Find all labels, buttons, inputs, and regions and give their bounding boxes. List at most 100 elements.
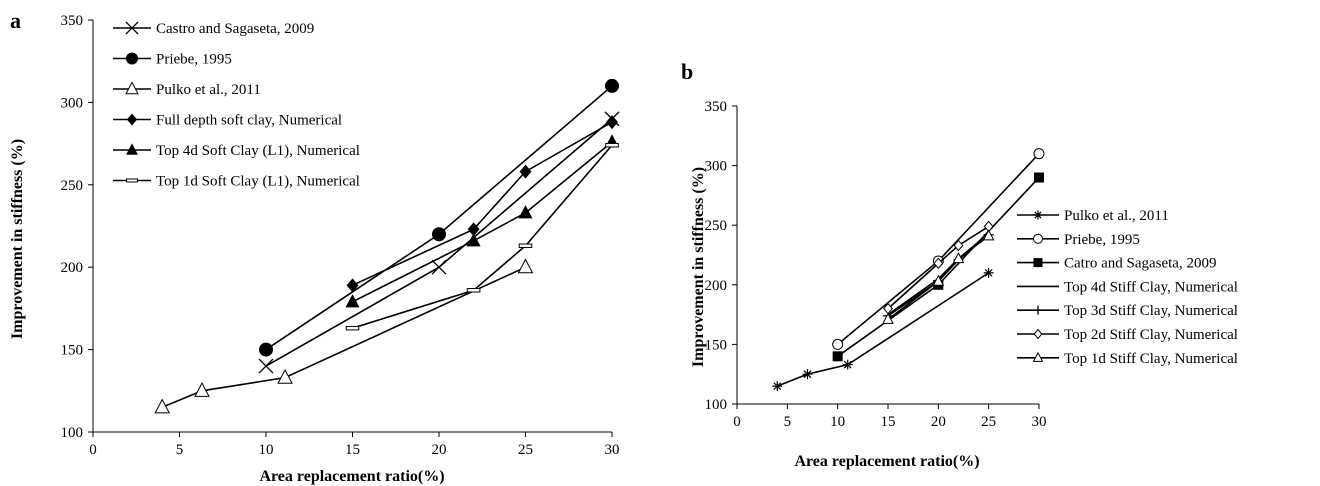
data-point xyxy=(605,142,619,148)
legend-label: Top 2d Stiff Clay, Numerical xyxy=(1064,327,1238,343)
data-point xyxy=(832,338,844,350)
x-tick-label: 30 xyxy=(1032,414,1047,430)
x-tick-label: 10 xyxy=(830,414,845,430)
legend-item-top-3d-stiff-clay-numerical: Top 3d Stiff Clay, Numerical xyxy=(1017,303,1238,319)
legend-swatch-marker xyxy=(126,143,138,155)
legend-label: Top 1d Stiff Clay, Numerical xyxy=(1064,351,1238,367)
data-point xyxy=(982,229,995,241)
data-point xyxy=(605,78,619,93)
data-point xyxy=(517,258,534,274)
panel-a-axes xyxy=(88,19,613,437)
y-tick-label: 350 xyxy=(705,99,728,115)
series-top-1d-stiff-clay-numerical xyxy=(882,229,995,324)
y-tick-label: 300 xyxy=(61,95,84,111)
data-point xyxy=(345,294,360,308)
panel-b-series xyxy=(772,148,1045,392)
legend-item-top-4d-soft-clay-l1-numerical: Top 4d Soft Clay (L1), Numerical xyxy=(113,143,360,159)
x-tick-label: 25 xyxy=(518,442,533,458)
panel-a-y-axis-title: Improvement in stiffness (%) xyxy=(9,139,26,339)
panel-b: b 0 5 10 15 20 25 30 100 150 200 250 300 350 Area re… xyxy=(681,59,1238,470)
y-tick-label: 150 xyxy=(705,337,728,353)
panel-b-axes xyxy=(732,105,1040,409)
data-point xyxy=(882,312,894,324)
legend-item-top-4d-stiff-clay-numerical: Top 4d Stiff Clay, Numerical xyxy=(1017,279,1238,295)
y-tick-label: 300 xyxy=(705,159,728,175)
series-line xyxy=(161,266,526,409)
legend-item-priebe-1995: Priebe, 1995 xyxy=(113,52,232,68)
legend-label: Priebe, 1995 xyxy=(156,52,232,68)
legend-swatch-marker xyxy=(1032,351,1044,362)
panel-a-letter: a xyxy=(10,8,21,33)
legend-swatch-marker xyxy=(125,21,139,35)
series-top-2d-stiff-clay-numerical xyxy=(883,220,994,315)
panel-b-legend: Pulko et al., 2011 Priebe, 1995 Catro and … xyxy=(1017,208,1238,367)
legend-item-priebe-1995: Priebe, 1995 xyxy=(1017,232,1140,248)
series-priebe-1995 xyxy=(259,78,619,357)
series-line xyxy=(887,232,990,316)
legend-swatch-marker xyxy=(126,178,138,183)
data-point xyxy=(467,222,480,237)
y-tick-label: 100 xyxy=(61,425,84,441)
data-point xyxy=(832,351,843,362)
y-tick-label: 100 xyxy=(705,397,728,413)
legend-item-catro-and-sagaseta-2009: Catro and Sagaseta, 2009 xyxy=(1017,256,1216,272)
legend-item-top-1d-stiff-clay-numerical: Top 1d Stiff Clay, Numerical xyxy=(1017,351,1238,367)
legend-label: Top 4d Soft Clay (L1), Numerical xyxy=(156,143,360,159)
series-top-4d-stiff-clay-numerical xyxy=(887,232,990,316)
x-tick-label: 20 xyxy=(931,414,946,430)
panel-b-x-axis-title: Area replacement ratio(%) xyxy=(794,453,979,470)
legend-swatch-marker xyxy=(1033,210,1043,220)
legend-item-full-depth-soft-clay-numerical: Full depth soft clay, Numerical xyxy=(113,113,342,129)
data-point xyxy=(432,227,446,242)
legend-swatch-marker xyxy=(125,81,139,95)
data-point xyxy=(258,358,274,374)
legend-label: Catro and Sagaseta, 2009 xyxy=(1064,256,1216,272)
y-tick-label: 250 xyxy=(705,218,728,234)
data-point xyxy=(466,233,481,247)
panel-b-y-axis-title: Improvement in stiffness (%) xyxy=(690,167,707,367)
x-tick-label: 20 xyxy=(432,442,447,458)
series-line xyxy=(837,153,1040,346)
legend-label: Full depth soft clay, Numerical xyxy=(156,113,342,129)
legend-item-pulko-et-al-2011: Pulko et al., 2011 xyxy=(1017,208,1169,224)
panel-a: a 0 5 10 15 20 25 30 100 150 200 250 300 350 Area re… xyxy=(9,8,620,485)
y-tick-label: 250 xyxy=(61,178,84,194)
legend-swatch-marker xyxy=(1033,328,1043,340)
legend-swatch-marker xyxy=(1033,258,1043,268)
data-point xyxy=(952,252,965,264)
panel-a-tick-labels: 0 5 10 15 20 25 30 100 150 200 250 300 350 xyxy=(61,13,620,458)
legend-label: Top 1d Soft Clay (L1), Numerical xyxy=(156,174,360,190)
data-point xyxy=(519,164,532,179)
x-tick-label: 15 xyxy=(881,414,896,430)
series-line xyxy=(887,225,990,310)
data-point xyxy=(1034,172,1044,183)
series-line xyxy=(887,235,990,321)
data-point xyxy=(431,259,447,275)
series-full-depth-soft-clay-numerical xyxy=(346,115,618,293)
x-tick-label: 25 xyxy=(981,414,996,430)
data-point xyxy=(932,274,945,286)
series-pulko-et-al-2011 xyxy=(154,258,534,414)
data-point xyxy=(259,342,273,357)
x-tick-label: 5 xyxy=(176,442,184,458)
series-pulko-et-al-2011 xyxy=(772,267,994,392)
y-tick-label: 350 xyxy=(61,13,84,29)
legend-swatch-marker xyxy=(126,113,138,126)
legend-label: Castro and Sagaseta, 2009 xyxy=(156,21,314,37)
legend-label: Priebe, 1995 xyxy=(1064,232,1140,248)
series-line xyxy=(776,272,990,387)
x-tick-label: 0 xyxy=(733,414,741,430)
legend-label: Pulko et al., 2011 xyxy=(156,82,261,98)
legend-swatch-marker xyxy=(1033,305,1043,315)
x-tick-label: 30 xyxy=(605,442,620,458)
legend-item-pulko-et-al-2011: Pulko et al., 2011 xyxy=(113,81,261,98)
data-point xyxy=(933,257,944,270)
data-point xyxy=(842,359,853,370)
y-tick-label: 200 xyxy=(61,260,84,276)
y-tick-label: 200 xyxy=(705,278,728,294)
legend-label: Pulko et al., 2011 xyxy=(1064,208,1169,224)
legend-item-top-1d-soft-clay-l1-numerical: Top 1d Soft Clay (L1), Numerical xyxy=(113,174,360,190)
legend-swatch-marker xyxy=(126,52,138,65)
x-tick-label: 15 xyxy=(345,442,360,458)
